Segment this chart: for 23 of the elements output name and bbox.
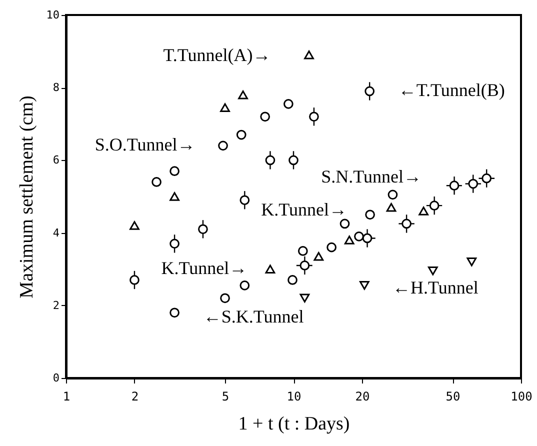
y-tick-label: 2: [52, 298, 60, 312]
annotation: S.O.Tunnel→: [94, 134, 196, 155]
x-tick-label: 50: [446, 390, 460, 404]
y-tick-label: 4: [52, 226, 60, 240]
annotation: ←T.Tunnel(B): [398, 80, 505, 100]
annotation: ←H.Tunnel: [392, 277, 478, 298]
y-axis-title: Maximum settlement (cm): [16, 96, 38, 298]
x-tick-label: 10: [286, 390, 302, 404]
annotation: ←S.K.Tunnel: [203, 306, 304, 327]
x-tick-label: 20: [355, 390, 370, 404]
y-tick-label: 8: [52, 81, 60, 94]
x-tick-label: 5: [222, 390, 230, 404]
y-tick-label: 10: [46, 8, 60, 22]
y-tick-label: 0: [52, 372, 60, 384]
annotation: S.N.Tunnel→: [321, 166, 422, 187]
annotation: K.Tunnel→: [261, 200, 347, 220]
y-tick-label: 6: [52, 154, 60, 167]
x-tick-label: 1: [62, 390, 70, 404]
annotation: K.Tunnel→: [161, 258, 248, 278]
annotation: T.Tunnel(A)→: [163, 44, 271, 65]
x-tick-label: 100: [510, 390, 532, 404]
x-axis-title: 1 + t (t : Days): [238, 414, 350, 434]
x-tick-label: 2: [131, 390, 139, 404]
